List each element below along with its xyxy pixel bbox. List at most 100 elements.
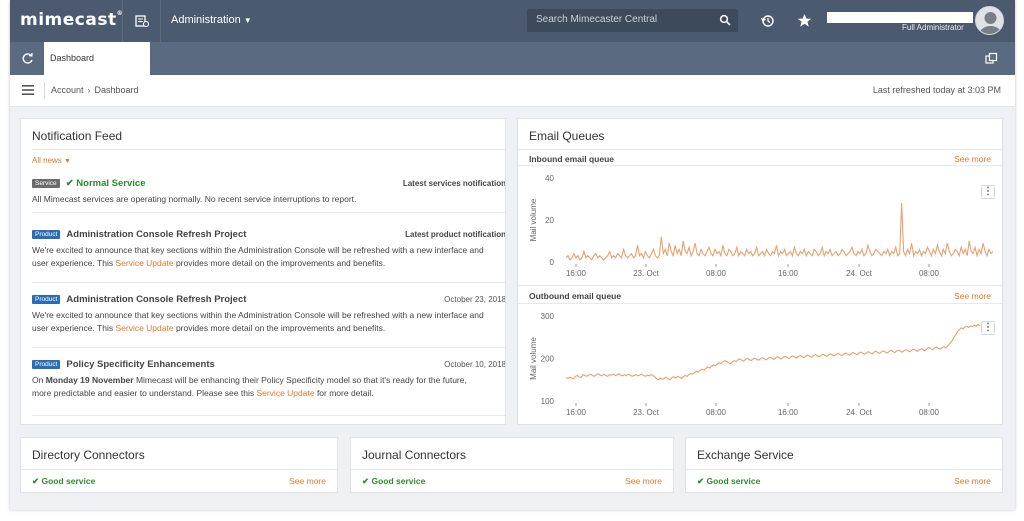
y-axis-label: Mail volume <box>529 198 538 241</box>
user-name-redacted <box>827 12 973 23</box>
feed-item: Product Policy Specificity Enhancements O… <box>32 358 506 416</box>
outbound-chart-svg: Mail volume 100 200 300 16:00 23. Oct 08:00 16:… <box>529 312 981 417</box>
feed-item-date: October 10, 2018 <box>444 360 506 369</box>
inbound-chart: Mail volume 0 20 40 16:00 23. Oct 08:00 16:00 24… <box>518 166 1002 286</box>
x-tick-label: 16:00 <box>566 408 587 417</box>
journal-connectors-panel: Journal Connectors ✔ Good service See mo… <box>350 437 674 493</box>
feed-item-body: We're excited to announce that key secti… <box>32 245 484 268</box>
panel-title: Notification Feed <box>32 129 123 143</box>
divider <box>32 415 505 416</box>
feed-item-body: All Mimecast services are operating norm… <box>32 194 357 204</box>
popout-window-icon[interactable] <box>985 52 998 65</box>
series-line <box>565 323 981 381</box>
mimecast-logo[interactable]: mimecast® <box>20 10 124 30</box>
inbound-chart-svg: Mail volume 0 20 40 16:00 23. Oct 08:00 16:00 24… <box>529 174 994 278</box>
service-status: ✔ Good service <box>362 476 426 486</box>
user-avatar-icon <box>979 12 1002 34</box>
feed-item-title[interactable]: Administration Console Refresh Project <box>66 228 247 240</box>
panel-title: Email Queues <box>529 129 605 143</box>
breadcrumb-divider <box>44 82 45 99</box>
email-queues-panel: Email Queues Inbound email queue See mor… <box>517 118 1003 425</box>
divider <box>518 285 1002 286</box>
inbound-queue-label: Inbound email queue <box>529 154 615 164</box>
service-update-link[interactable]: Service Update <box>115 258 174 268</box>
history-icon[interactable] <box>761 14 775 28</box>
feed-item: Service ✔ Normal Service Latest services … <box>32 177 506 213</box>
x-tick-label: 23. Oct <box>633 408 660 417</box>
chevron-down-icon: ▼ <box>243 16 252 25</box>
x-tick-label: 24. Oct <box>846 408 873 417</box>
service-update-link[interactable]: Service Update <box>256 388 315 398</box>
feed-item-title[interactable]: ✔ Normal Service <box>65 177 146 189</box>
series-line <box>565 203 994 261</box>
x-tick-label: 08:00 <box>706 408 727 417</box>
x-tick-label: 16:00 <box>778 269 799 278</box>
service-tag: Service <box>32 178 60 188</box>
breadcrumb-arrow-icon: › <box>87 85 91 95</box>
panel-title: Exchange Service <box>697 448 794 462</box>
panel-title: Directory Connectors <box>32 448 145 462</box>
inbound-see-more-link[interactable]: See more <box>954 154 991 164</box>
feed-item-body: On Monday 19 November Mimecast will be e… <box>32 375 467 398</box>
feed-item: Product Administration Console Refresh Pr… <box>32 293 505 348</box>
y-tick-label: 40 <box>545 174 554 183</box>
feed-item-meta: Latest product notification <box>405 230 506 239</box>
notification-feed-panel: Notification Feed All news ▼ Service ✔ No… <box>20 118 506 425</box>
breadcrumb: Account › Dashboard <box>51 85 139 95</box>
outbound-chart: Mail volume 100 200 300 16:00 23. Oct 08:00 16:… <box>518 304 1002 424</box>
breadcrumb-bar: Account › Dashboard Last refreshed today a… <box>10 75 1015 107</box>
see-more-link[interactable]: See more <box>954 476 991 486</box>
y-tick-label: 0 <box>550 258 555 267</box>
search-placeholder: Search Mimecaster Central <box>536 14 658 25</box>
x-tick-label: 08:00 <box>919 408 940 417</box>
nav-divider <box>160 0 161 42</box>
tab-bar: Dashboard <box>10 42 1015 75</box>
favorites-star-icon[interactable] <box>797 13 812 28</box>
see-more-link[interactable]: See more <box>625 476 662 486</box>
avatar[interactable] <box>975 6 1004 35</box>
y-tick-label: 200 <box>541 355 555 364</box>
menu-hamburger-icon[interactable] <box>22 85 34 95</box>
app-switcher-icon[interactable] <box>135 14 149 28</box>
y-axis-label: Mail volume <box>529 337 538 380</box>
administration-menu[interactable]: Administration ▼ <box>171 14 252 26</box>
divider <box>32 212 505 213</box>
divider <box>21 469 337 470</box>
divider <box>32 149 505 150</box>
y-tick-label: 300 <box>541 312 555 321</box>
outbound-see-more-link[interactable]: See more <box>954 291 991 301</box>
news-filter-dropdown[interactable]: All news ▼ <box>32 156 71 165</box>
divider <box>518 303 1002 304</box>
x-tick-label: 08:00 <box>706 269 727 278</box>
tab-dashboard[interactable]: Dashboard <box>44 42 150 75</box>
outbound-chart-menu-icon[interactable]: ⋮ <box>981 321 995 335</box>
outbound-queue-label: Outbound email queue <box>529 291 622 301</box>
breadcrumb-account[interactable]: Account <box>51 85 84 95</box>
inbound-chart-menu-icon[interactable]: ⋮ <box>981 185 995 199</box>
feed-item-body: We're excited to announce that key secti… <box>32 310 484 333</box>
product-tag: Product <box>32 229 61 239</box>
divider <box>32 282 505 283</box>
divider <box>351 469 673 470</box>
search-icon[interactable] <box>719 14 731 26</box>
feed-item-title[interactable]: Administration Console Refresh Project <box>66 293 247 305</box>
check-icon: ✔ <box>65 177 74 189</box>
see-more-link[interactable]: See more <box>289 476 326 486</box>
divider <box>518 149 1002 150</box>
feed-item-title[interactable]: Policy Specificity Enhancements <box>66 358 215 370</box>
check-icon: ✔ <box>32 476 40 486</box>
top-navigation-bar: mimecast® Administration ▼ Search Mimecas… <box>10 0 1015 42</box>
chevron-down-icon: ▼ <box>64 158 71 165</box>
search-input[interactable]: Search Mimecaster Central <box>527 9 738 32</box>
feed-item-meta: Latest services notification <box>402 179 506 188</box>
service-status: ✔ Good service <box>32 476 96 486</box>
service-update-link[interactable]: Service Update <box>115 323 174 333</box>
product-tag: Product <box>32 294 61 304</box>
service-status: ✔ Good service <box>697 476 761 486</box>
breadcrumb-dashboard: Dashboard <box>94 85 139 95</box>
last-refreshed-text: Last refreshed today at 3:03 PM <box>872 85 1001 95</box>
check-icon: ✔ <box>362 476 370 486</box>
refresh-icon[interactable] <box>21 52 34 65</box>
app-window: mimecast® Administration ▼ Search Mimecas… <box>10 0 1015 510</box>
directory-connectors-panel: Directory Connectors ✔ Good service See … <box>20 437 338 493</box>
